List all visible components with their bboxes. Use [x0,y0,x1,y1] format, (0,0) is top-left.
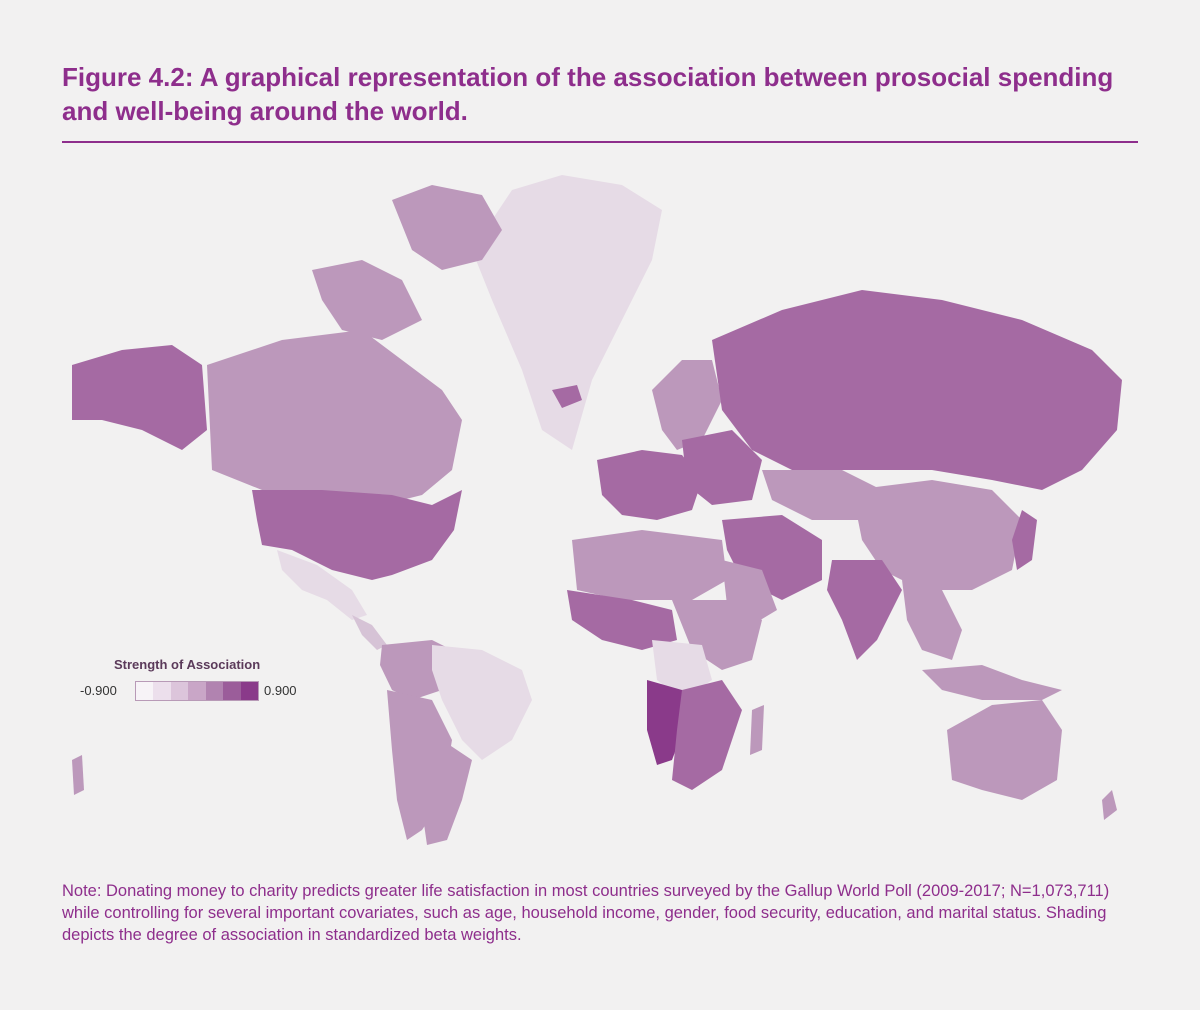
legend-swatch-7 [240,682,258,700]
region-southern-africa [672,680,742,790]
region-canada-islands [312,260,422,340]
legend-swatch-6 [223,682,241,700]
region-india [827,560,902,660]
region-central-africa [652,640,712,700]
region-canada-arctic [392,185,502,270]
world-map [72,175,1122,845]
region-central-america [352,615,387,650]
legend-max-label: 0.900 [264,683,297,698]
region-new-zealand [1102,790,1117,820]
region-mexico [277,550,367,620]
region-western-europe [597,450,702,520]
title-divider [62,141,1138,143]
region-usa [252,490,462,580]
legend-title: Strength of Association [114,657,261,672]
region-north-africa [572,530,727,600]
legend-min-label: -0.900 [80,683,117,698]
region-east-africa [672,600,762,670]
region-japan [1012,510,1037,570]
region-southeast-asia [902,580,962,660]
region-russia [712,290,1122,490]
region-canada [207,330,462,505]
region-iceland [552,385,582,408]
region-argentina [422,740,472,845]
region-brazil [432,645,532,760]
region-scandinavia [652,360,722,450]
legend-swatch-2 [153,682,171,700]
legend-swatch-3 [170,682,189,700]
region-kazakhstan [762,470,882,520]
region-alaska [72,345,207,450]
legend-color-scale [135,681,259,701]
legend-swatch-5 [205,682,224,700]
region-australia [947,700,1062,800]
region-alaska-tail [72,755,84,795]
figure-title: Figure 4.2: A graphical representation o… [62,62,1114,126]
region-china [852,480,1022,590]
region-west-africa [567,590,677,650]
legend-swatch-1 [136,682,154,700]
region-indonesia [922,665,1062,700]
legend-swatch-4 [188,682,206,700]
region-greenland [472,175,662,450]
figure-note: Note: Donating money to charity predicts… [62,882,1110,944]
region-eastern-europe [682,430,762,505]
region-madagascar [750,705,764,755]
